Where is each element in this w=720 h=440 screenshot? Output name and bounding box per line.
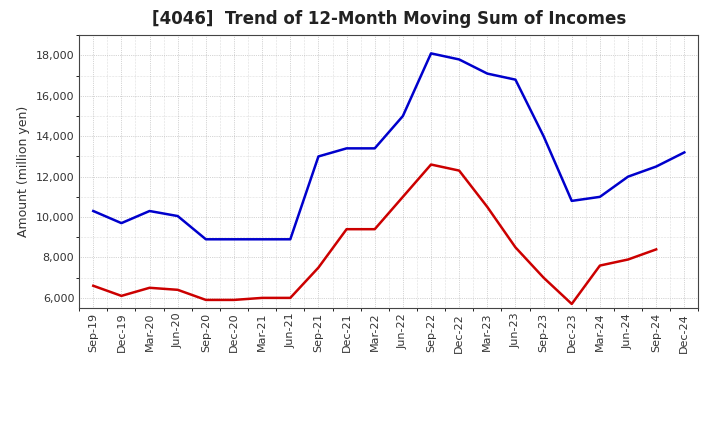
Ordinary Income (511, 77, 520, 82)
Y-axis label: Amount (million yen): Amount (million yen) (17, 106, 30, 237)
Ordinary Income (202, 237, 210, 242)
Ordinary Income (539, 134, 548, 139)
Ordinary Income (174, 213, 182, 219)
Ordinary Income (117, 220, 126, 226)
Net Income (258, 295, 266, 301)
Net Income (399, 194, 408, 199)
Ordinary Income (567, 198, 576, 204)
Net Income (314, 265, 323, 270)
Net Income (286, 295, 294, 301)
Net Income (89, 283, 98, 288)
Net Income (595, 263, 604, 268)
Ordinary Income (624, 174, 632, 179)
Ordinary Income (455, 57, 464, 62)
Net Income (230, 297, 238, 303)
Net Income (483, 204, 492, 209)
Net Income (427, 162, 436, 167)
Net Income (370, 227, 379, 232)
Ordinary Income (342, 146, 351, 151)
Ordinary Income (145, 209, 154, 214)
Net Income (117, 293, 126, 298)
Net Income (567, 301, 576, 307)
Ordinary Income (314, 154, 323, 159)
Ordinary Income (652, 164, 660, 169)
Ordinary Income (399, 114, 408, 119)
Net Income (202, 297, 210, 303)
Line: Ordinary Income: Ordinary Income (94, 53, 684, 239)
Net Income (174, 287, 182, 293)
Ordinary Income (286, 237, 294, 242)
Net Income (624, 257, 632, 262)
Net Income (342, 227, 351, 232)
Net Income (539, 275, 548, 280)
Ordinary Income (370, 146, 379, 151)
Ordinary Income (483, 71, 492, 76)
Net Income (455, 168, 464, 173)
Ordinary Income (427, 51, 436, 56)
Ordinary Income (230, 237, 238, 242)
Net Income (145, 285, 154, 290)
Line: Net Income: Net Income (94, 165, 656, 304)
Ordinary Income (258, 237, 266, 242)
Title: [4046]  Trend of 12-Month Moving Sum of Incomes: [4046] Trend of 12-Month Moving Sum of I… (152, 10, 626, 28)
Ordinary Income (595, 194, 604, 199)
Ordinary Income (89, 209, 98, 214)
Net Income (511, 245, 520, 250)
Ordinary Income (680, 150, 688, 155)
Net Income (652, 247, 660, 252)
